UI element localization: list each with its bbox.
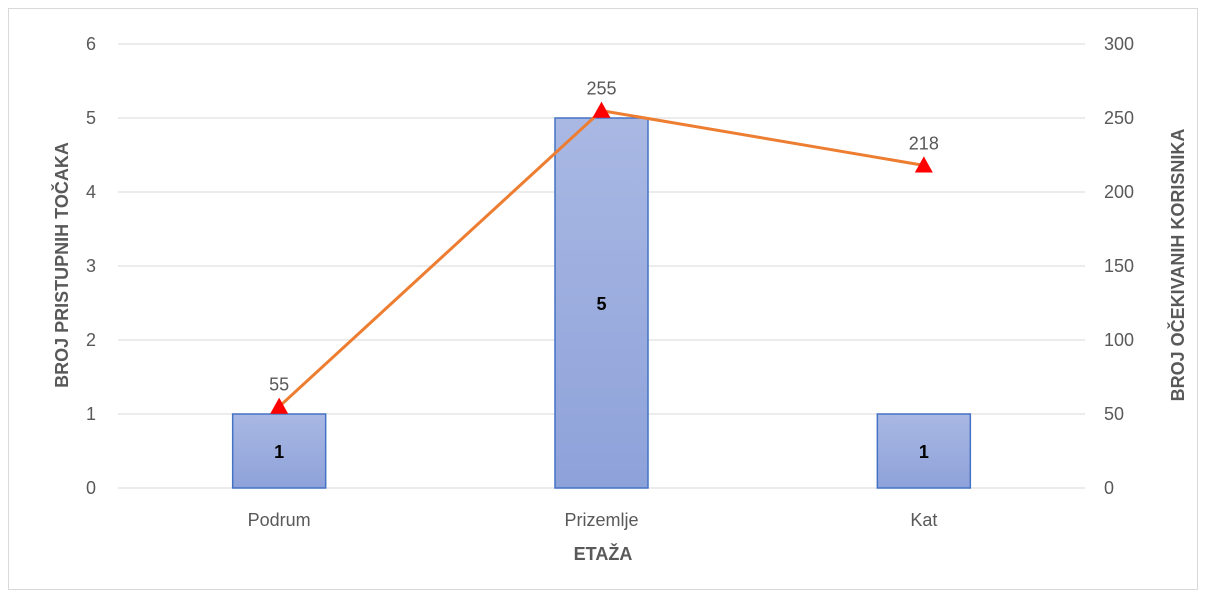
bar-data-label: 5 — [596, 294, 606, 314]
bar — [231, 413, 327, 489]
y-axis-title: BROJ PRISTUPNIH TOČAKA — [51, 142, 72, 388]
line-marker — [592, 101, 611, 118]
y2-tick-label: 0 — [1104, 478, 1114, 498]
bar-data-label: 1 — [919, 442, 929, 462]
bar — [554, 117, 649, 489]
x-tick-label: Prizemlje — [564, 510, 638, 530]
x-axis-title: ETAŽA — [574, 543, 633, 564]
y-tick-label: 1 — [86, 404, 96, 424]
line-marker — [914, 156, 933, 173]
y-tick-label: 3 — [86, 256, 96, 276]
left-axis-ticks: 0 1 2 3 4 5 6 — [86, 34, 96, 498]
x-tick-label: Podrum — [248, 510, 311, 530]
y-tick-label: 5 — [86, 108, 96, 128]
y2-tick-label: 300 — [1104, 34, 1134, 54]
line-series: 55 255 218 — [269, 79, 939, 414]
line-data-label: 218 — [909, 133, 939, 153]
line-data-label: 255 — [586, 79, 616, 99]
bar — [876, 413, 972, 489]
y2-tick-label: 50 — [1104, 404, 1124, 424]
bar-series: 1 5 1 — [231, 117, 972, 489]
line-marker — [270, 397, 289, 414]
bar-data-label: 1 — [274, 442, 284, 462]
y2-tick-label: 100 — [1104, 330, 1134, 350]
y2-tick-label: 150 — [1104, 256, 1134, 276]
y2-tick-label: 250 — [1104, 108, 1134, 128]
x-tick-label: Kat — [910, 510, 937, 530]
y2-axis-title: BROJ OČEKIVANIH KORISNIKA — [1167, 129, 1188, 402]
line-data-label: 55 — [269, 375, 289, 395]
x-axis-ticks: Podrum Prizemlje Kat — [248, 510, 938, 530]
y-tick-label: 2 — [86, 330, 96, 350]
y-tick-label: 4 — [86, 182, 96, 202]
right-axis-ticks: 0 50 100 150 200 250 300 — [1104, 34, 1134, 498]
y-tick-label: 0 — [86, 478, 96, 498]
y-tick-label: 6 — [86, 34, 96, 54]
y2-tick-label: 200 — [1104, 182, 1134, 202]
